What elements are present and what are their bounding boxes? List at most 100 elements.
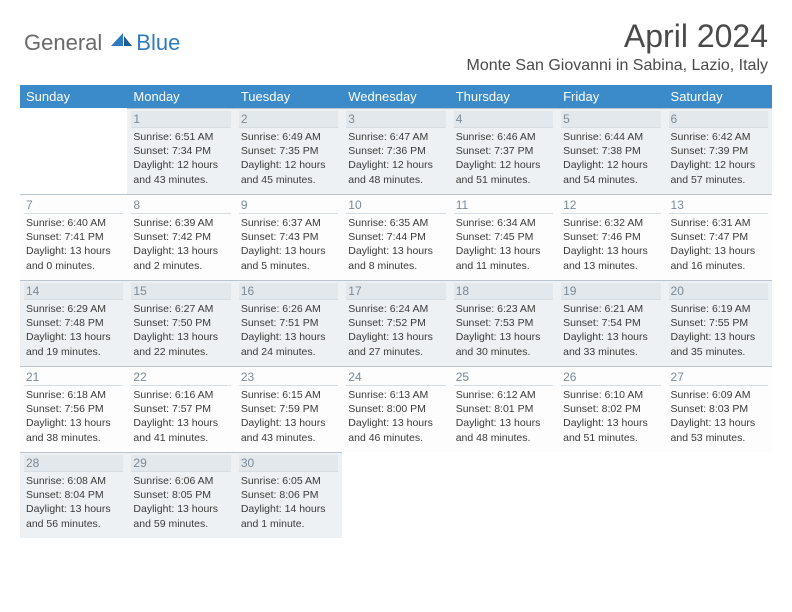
day-number: 2 — [239, 111, 338, 128]
day-wrap: 2 Sunrise: 6:49 AMSunset: 7:35 PMDaylight… — [235, 108, 342, 194]
brand-logo: General Blue — [24, 18, 180, 56]
calendar-cell: 6Sunrise: 6:42 AMSunset: 7:39 PMDaylight… — [665, 108, 772, 194]
calendar-cell: 14Sunrise: 6:29 AMSunset: 7:48 PMDayligh… — [20, 280, 127, 366]
day-number: 3 — [346, 111, 445, 128]
day-details: Sunrise: 6:10 AMSunset: 8:02 PMDaylight:… — [561, 388, 660, 445]
day-details: Sunrise: 6:19 AMSunset: 7:55 PMDaylight:… — [669, 302, 768, 359]
calendar-cell: 30 Sunrise: 6:05 AMSunset: 8:06 PMDayligh… — [235, 452, 342, 538]
day-details: Sunrise: 6:44 AMSunset: 7:38 PMDaylight:… — [561, 130, 660, 187]
calendar-cell: 12 Sunrise: 6:32 AMSunset: 7:46 PMDayligh… — [557, 194, 664, 280]
day-number: 29 — [131, 455, 230, 472]
weekday-header: Saturday — [665, 85, 772, 108]
day-number: 14 — [24, 283, 123, 300]
day-number: 5 — [561, 111, 660, 128]
weekday-header: Sunday — [20, 85, 127, 108]
calendar-cell: 20 Sunrise: 6:19 AMSunset: 7:55 PMDayligh… — [665, 280, 772, 366]
calendar-week-row: 7 Sunrise: 6:40 AMSunset: 7:41 PMDaylight… — [20, 194, 772, 280]
day-details: Sunrise: 6:49 AMSunset: 7:35 PMDaylight:… — [239, 130, 338, 187]
day-wrap: 8Sunrise: 6:39 AMSunset: 7:42 PMDaylight… — [127, 194, 234, 280]
calendar-cell: 8Sunrise: 6:39 AMSunset: 7:42 PMDaylight… — [127, 194, 234, 280]
weekday-header: Thursday — [450, 85, 557, 108]
day-details: Sunrise: 6:39 AMSunset: 7:42 PMDaylight:… — [131, 216, 230, 273]
day-wrap: 15Sunrise: 6:27 AMSunset: 7:50 PMDayligh… — [127, 280, 234, 366]
day-details: Sunrise: 6:40 AMSunset: 7:41 PMDaylight:… — [24, 216, 123, 273]
day-wrap: 13Sunrise: 6:31 AMSunset: 7:47 PMDayligh… — [665, 194, 772, 280]
day-wrap: 19Sunrise: 6:21 AMSunset: 7:54 PMDayligh… — [557, 280, 664, 366]
day-details: Sunrise: 6:26 AMSunset: 7:51 PMDaylight:… — [239, 302, 338, 359]
calendar-table: SundayMondayTuesdayWednesdayThursdayFrid… — [20, 85, 772, 538]
calendar-cell: 25 Sunrise: 6:12 AMSunset: 8:01 PMDayligh… — [450, 366, 557, 452]
calendar-cell: 24 Sunrise: 6:13 AMSunset: 8:00 PMDayligh… — [342, 366, 449, 452]
calendar-cell: 23Sunrise: 6:15 AMSunset: 7:59 PMDayligh… — [235, 366, 342, 452]
day-number: 30 — [239, 455, 338, 472]
brand-part1: General — [24, 30, 102, 56]
day-details: Sunrise: 6:05 AMSunset: 8:06 PMDaylight:… — [239, 474, 338, 531]
day-number: 20 — [669, 283, 768, 300]
day-number: 4 — [454, 111, 553, 128]
calendar-cell — [342, 452, 449, 538]
calendar-cell: 13Sunrise: 6:31 AMSunset: 7:47 PMDayligh… — [665, 194, 772, 280]
day-wrap: 26Sunrise: 6:10 AMSunset: 8:02 PMDayligh… — [557, 366, 664, 452]
day-wrap: 23Sunrise: 6:15 AMSunset: 7:59 PMDayligh… — [235, 366, 342, 452]
day-details: Sunrise: 6:13 AMSunset: 8:00 PMDaylight:… — [346, 388, 445, 445]
day-wrap: 16Sunrise: 6:26 AMSunset: 7:51 PMDayligh… — [235, 280, 342, 366]
calendar-cell: 22Sunrise: 6:16 AMSunset: 7:57 PMDayligh… — [127, 366, 234, 452]
month-title: April 2024 — [466, 18, 768, 55]
brand-sail-icon — [108, 31, 134, 49]
day-details: Sunrise: 6:12 AMSunset: 8:01 PMDaylight:… — [454, 388, 553, 445]
day-wrap: 5 Sunrise: 6:44 AMSunset: 7:38 PMDaylight… — [557, 108, 664, 194]
calendar-cell: 16Sunrise: 6:26 AMSunset: 7:51 PMDayligh… — [235, 280, 342, 366]
day-number: 24 — [346, 369, 445, 386]
day-wrap: 9Sunrise: 6:37 AMSunset: 7:43 PMDaylight… — [235, 194, 342, 280]
calendar-cell: 5 Sunrise: 6:44 AMSunset: 7:38 PMDaylight… — [557, 108, 664, 194]
day-wrap: 29 Sunrise: 6:06 AMSunset: 8:05 PMDayligh… — [127, 452, 234, 538]
day-details: Sunrise: 6:27 AMSunset: 7:50 PMDaylight:… — [131, 302, 230, 359]
title-block: April 2024 Monte San Giovanni in Sabina,… — [466, 18, 768, 75]
day-wrap: 24 Sunrise: 6:13 AMSunset: 8:00 PMDayligh… — [342, 366, 449, 452]
day-details: Sunrise: 6:06 AMSunset: 8:05 PMDaylight:… — [131, 474, 230, 531]
calendar-body: 1Sunrise: 6:51 AMSunset: 7:34 PMDaylight… — [20, 108, 772, 538]
calendar-week-row: 21 Sunrise: 6:18 AMSunset: 7:56 PMDayligh… — [20, 366, 772, 452]
day-details: Sunrise: 6:42 AMSunset: 7:39 PMDaylight:… — [669, 130, 768, 187]
day-wrap: 14Sunrise: 6:29 AMSunset: 7:48 PMDayligh… — [20, 280, 127, 366]
day-details: Sunrise: 6:24 AMSunset: 7:52 PMDaylight:… — [346, 302, 445, 359]
calendar-cell: 15Sunrise: 6:27 AMSunset: 7:50 PMDayligh… — [127, 280, 234, 366]
calendar-header-row: SundayMondayTuesdayWednesdayThursdayFrid… — [20, 85, 772, 108]
day-details: Sunrise: 6:09 AMSunset: 8:03 PMDaylight:… — [669, 388, 768, 445]
calendar-cell: 3Sunrise: 6:47 AMSunset: 7:36 PMDaylight… — [342, 108, 449, 194]
day-wrap: 30 Sunrise: 6:05 AMSunset: 8:06 PMDayligh… — [235, 452, 342, 538]
day-details: Sunrise: 6:34 AMSunset: 7:45 PMDaylight:… — [454, 216, 553, 273]
calendar-cell: 10Sunrise: 6:35 AMSunset: 7:44 PMDayligh… — [342, 194, 449, 280]
calendar-cell: 9Sunrise: 6:37 AMSunset: 7:43 PMDaylight… — [235, 194, 342, 280]
day-details: Sunrise: 6:37 AMSunset: 7:43 PMDaylight:… — [239, 216, 338, 273]
day-number: 7 — [24, 197, 123, 214]
weekday-header: Tuesday — [235, 85, 342, 108]
calendar-cell: 2 Sunrise: 6:49 AMSunset: 7:35 PMDaylight… — [235, 108, 342, 194]
day-number: 17 — [346, 283, 445, 300]
day-details: Sunrise: 6:51 AMSunset: 7:34 PMDaylight:… — [131, 130, 230, 187]
day-wrap: 21 Sunrise: 6:18 AMSunset: 7:56 PMDayligh… — [20, 366, 127, 452]
day-wrap: 25 Sunrise: 6:12 AMSunset: 8:01 PMDayligh… — [450, 366, 557, 452]
day-wrap: 11 Sunrise: 6:34 AMSunset: 7:45 PMDayligh… — [450, 194, 557, 280]
day-number: 11 — [454, 197, 553, 214]
day-wrap: 7 Sunrise: 6:40 AMSunset: 7:41 PMDaylight… — [20, 194, 127, 280]
calendar-cell: 21 Sunrise: 6:18 AMSunset: 7:56 PMDayligh… — [20, 366, 127, 452]
day-number: 10 — [346, 197, 445, 214]
day-wrap: 27Sunrise: 6:09 AMSunset: 8:03 PMDayligh… — [665, 366, 772, 452]
day-wrap: 22Sunrise: 6:16 AMSunset: 7:57 PMDayligh… — [127, 366, 234, 452]
weekday-header: Friday — [557, 85, 664, 108]
day-details: Sunrise: 6:32 AMSunset: 7:46 PMDaylight:… — [561, 216, 660, 273]
location-subtitle: Monte San Giovanni in Sabina, Lazio, Ita… — [466, 57, 768, 75]
day-number: 21 — [24, 369, 123, 386]
day-wrap: 1Sunrise: 6:51 AMSunset: 7:34 PMDaylight… — [127, 108, 234, 194]
header: General Blue April 2024 Monte San Giovan… — [0, 0, 792, 79]
day-number: 18 — [454, 283, 553, 300]
day-details: Sunrise: 6:08 AMSunset: 8:04 PMDaylight:… — [24, 474, 123, 531]
day-wrap: 10Sunrise: 6:35 AMSunset: 7:44 PMDayligh… — [342, 194, 449, 280]
calendar-cell: 1Sunrise: 6:51 AMSunset: 7:34 PMDaylight… — [127, 108, 234, 194]
calendar-cell: 17 Sunrise: 6:24 AMSunset: 7:52 PMDayligh… — [342, 280, 449, 366]
day-number: 12 — [561, 197, 660, 214]
day-wrap: 20 Sunrise: 6:19 AMSunset: 7:55 PMDayligh… — [665, 280, 772, 366]
day-details: Sunrise: 6:18 AMSunset: 7:56 PMDaylight:… — [24, 388, 123, 445]
day-number: 25 — [454, 369, 553, 386]
